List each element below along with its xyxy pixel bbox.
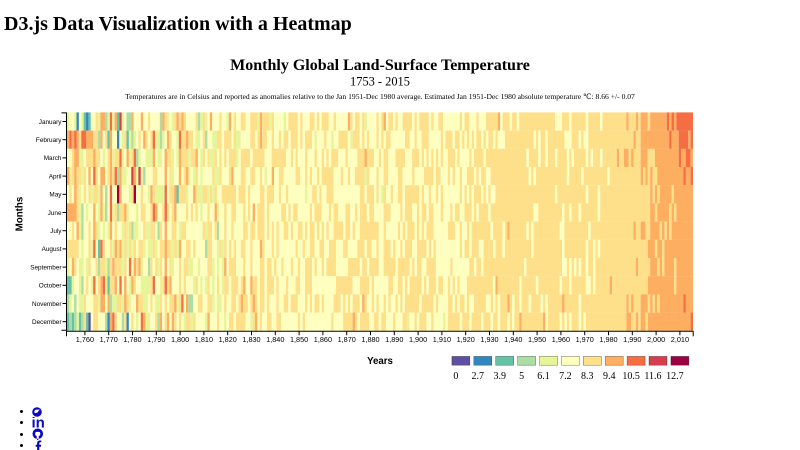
svg-text:5: 5 bbox=[519, 371, 524, 382]
svg-text:October: October bbox=[39, 283, 63, 290]
svg-text:September: September bbox=[30, 264, 62, 271]
svg-text:March: March bbox=[44, 155, 62, 162]
svg-text:1,830: 1,830 bbox=[242, 335, 260, 344]
svg-text:1,970: 1,970 bbox=[576, 335, 594, 344]
svg-text:December: December bbox=[32, 319, 62, 326]
svg-text:1,990: 1,990 bbox=[623, 335, 641, 344]
svg-text:8.3: 8.3 bbox=[581, 371, 594, 382]
svg-text:1,920: 1,920 bbox=[457, 335, 475, 344]
svg-text:1,860: 1,860 bbox=[314, 335, 332, 344]
svg-text:June: June bbox=[48, 210, 62, 217]
svg-text:1753 - 2015: 1753 - 2015 bbox=[350, 75, 410, 89]
svg-text:1,870: 1,870 bbox=[338, 335, 356, 344]
svg-text:1,960: 1,960 bbox=[552, 335, 570, 344]
svg-text:1,930: 1,930 bbox=[480, 335, 498, 344]
svg-text:February: February bbox=[36, 137, 62, 144]
svg-text:0: 0 bbox=[453, 371, 458, 382]
svg-text:1,810: 1,810 bbox=[195, 335, 213, 344]
svg-text:April: April bbox=[49, 173, 62, 180]
svg-text:1,880: 1,880 bbox=[361, 335, 379, 344]
svg-text:1,980: 1,980 bbox=[599, 335, 617, 344]
svg-text:2,010: 2,010 bbox=[671, 335, 689, 344]
svg-text:in: in bbox=[32, 417, 45, 428]
svg-text:January: January bbox=[39, 119, 63, 126]
svg-text:Months: Months bbox=[15, 197, 26, 231]
svg-text:1,950: 1,950 bbox=[528, 335, 546, 344]
svg-text:1,900: 1,900 bbox=[409, 335, 427, 344]
svg-text:Monthly Global Land-Surface Te: Monthly Global Land-Surface Temperature bbox=[230, 57, 530, 74]
svg-text:1,780: 1,780 bbox=[123, 335, 141, 344]
svg-text:7.2: 7.2 bbox=[559, 371, 572, 382]
svg-text:1,840: 1,840 bbox=[266, 335, 284, 344]
svg-text:1,820: 1,820 bbox=[219, 335, 237, 344]
svg-text:May: May bbox=[49, 192, 62, 199]
svg-text:1,800: 1,800 bbox=[171, 335, 189, 344]
svg-text:1,910: 1,910 bbox=[433, 335, 451, 344]
svg-text:July: July bbox=[50, 228, 62, 235]
svg-text:3.9: 3.9 bbox=[493, 371, 506, 382]
svg-text:6.1: 6.1 bbox=[537, 371, 550, 382]
svg-text:1,940: 1,940 bbox=[504, 335, 522, 344]
svg-text:1,770: 1,770 bbox=[100, 335, 118, 344]
svg-text:1,850: 1,850 bbox=[290, 335, 308, 344]
svg-text:1,790: 1,790 bbox=[147, 335, 165, 344]
svg-text:10.5: 10.5 bbox=[622, 371, 640, 382]
svg-text:2.7: 2.7 bbox=[472, 371, 485, 382]
svg-text:9.4: 9.4 bbox=[603, 371, 616, 382]
svg-text:1,760: 1,760 bbox=[76, 335, 94, 344]
svg-text:August: August bbox=[42, 246, 62, 253]
svg-text:Temperatures are in Celsius an: Temperatures are in Celsius and reported… bbox=[125, 92, 635, 101]
svg-text:12.7: 12.7 bbox=[666, 371, 684, 382]
svg-text:1,890: 1,890 bbox=[385, 335, 403, 344]
svg-text:2,000: 2,000 bbox=[647, 335, 665, 344]
svg-text:November: November bbox=[32, 301, 62, 308]
svg-text:11.6: 11.6 bbox=[644, 371, 661, 382]
svg-text:Years: Years bbox=[367, 356, 393, 367]
